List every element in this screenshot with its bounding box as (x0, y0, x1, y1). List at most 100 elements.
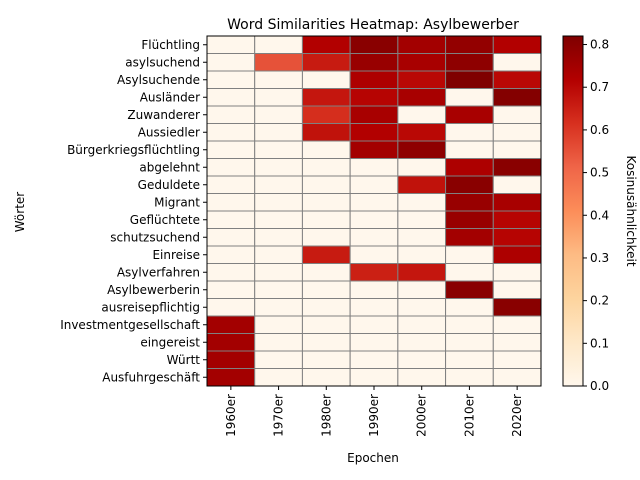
colorbar: 0.0 0.1 0.2 0.3 0.4 0.5 0.6 0.7 0.8 Kosinusähnli… (562, 35, 638, 393)
heatmap-cell (492, 140, 542, 159)
heatmap-cell (301, 193, 351, 212)
heatmap-cell (206, 158, 256, 177)
heatmap-cell (301, 210, 351, 229)
y-tick-label: Migrant (154, 195, 200, 209)
y-tick-label: Geflüchtete (130, 213, 200, 227)
heatmap-cell (254, 245, 303, 264)
heatmap-cell (254, 210, 303, 229)
heatmap-cell (254, 315, 303, 334)
heatmap-cell (445, 105, 494, 124)
heatmap-cell (492, 350, 542, 369)
colorbar-tick-label: 0.6 (590, 123, 609, 137)
heatmap-cell (301, 35, 351, 54)
heatmap-cell (397, 88, 447, 107)
heatmap-cell (397, 368, 447, 387)
heatmap-cell (492, 70, 542, 89)
heatmap-cell (445, 228, 494, 247)
heatmap-cell (397, 228, 447, 247)
heatmap-cell (445, 123, 494, 142)
heatmap-cell (397, 53, 447, 72)
heatmap-cell (254, 105, 303, 124)
heatmap-cells (206, 35, 542, 387)
heatmap-cell (206, 193, 256, 212)
heatmap-cell (349, 123, 399, 142)
y-tick-label: Ausländer (140, 90, 200, 104)
heatmap-cell (349, 193, 399, 212)
heatmap-cell (397, 123, 447, 142)
heatmap-cell (301, 123, 351, 142)
heatmap-cell (206, 175, 256, 194)
colorbar-title: Kosinusähnlichkeit (624, 155, 638, 266)
colorbar-gradient (562, 35, 584, 387)
heatmap-cell (349, 175, 399, 194)
heatmap-cell (206, 263, 256, 282)
heatmap-cell (492, 123, 542, 142)
heatmap-cell (254, 193, 303, 212)
heatmap-cell (254, 368, 303, 387)
heatmap-cell (301, 140, 351, 159)
heatmap-cell (254, 123, 303, 142)
y-tick-label: Einreise (152, 248, 200, 262)
heatmap-cell (445, 280, 494, 299)
heatmap-cell (349, 298, 399, 317)
heatmap-cell (492, 315, 542, 334)
heatmap-cell (206, 228, 256, 247)
heatmap-cell (397, 193, 447, 212)
y-tick-label: Zuwanderer (127, 108, 200, 122)
heatmap-cell (349, 280, 399, 299)
heatmap-cell (445, 210, 494, 229)
heatmap-cell (445, 368, 494, 387)
heatmap-cell (349, 228, 399, 247)
heatmap-cell (349, 158, 399, 177)
x-tick-label: 1970er (272, 394, 286, 437)
heatmap-cell (301, 245, 351, 264)
heatmap-cell (349, 245, 399, 264)
x-axis-title: Epochen (347, 451, 399, 465)
heatmap-cell (301, 298, 351, 317)
heatmap-cell (254, 263, 303, 282)
heatmap-cell (301, 228, 351, 247)
heatmap-cell (397, 298, 447, 317)
heatmap-cell (254, 140, 303, 159)
heatmap-cell (254, 88, 303, 107)
x-tick-label: 2020er (510, 394, 524, 437)
x-tick-label: 2000er (415, 394, 429, 437)
heatmap-cell (445, 70, 494, 89)
y-tick-label: abgelehnt (139, 160, 200, 174)
heatmap-cell (445, 245, 494, 264)
colorbar-tick-label: 0.4 (590, 208, 609, 222)
heatmap-cell (349, 35, 399, 54)
heatmap-cell (301, 88, 351, 107)
colorbar-tick-label: 0.8 (590, 38, 609, 52)
x-tick-label: 2010er (462, 394, 476, 437)
heatmap-cell (492, 158, 542, 177)
heatmap-cell (301, 70, 351, 89)
heatmap-cell (397, 175, 447, 194)
heatmap-cell (349, 350, 399, 369)
heatmap-cell (301, 158, 351, 177)
heatmap-cell (445, 350, 494, 369)
heatmap-cell (492, 263, 542, 282)
y-tick-label: Asylverfahren (117, 265, 200, 279)
heatmap-cell (397, 245, 447, 264)
heatmap-cell (206, 350, 256, 369)
heatmap-cell (492, 88, 542, 107)
x-tick-label: 1960er (224, 394, 238, 437)
heatmap-cell (254, 158, 303, 177)
heatmap-cell (492, 193, 542, 212)
heatmap-cell (492, 210, 542, 229)
heatmap-cell (206, 140, 256, 159)
y-tick-label: Bürgerkriegsflüchtling (67, 143, 200, 157)
heatmap-cell (349, 263, 399, 282)
heatmap-cell (445, 53, 494, 72)
heatmap-cell (445, 263, 494, 282)
heatmap-cell (445, 88, 494, 107)
heatmap-cell (349, 333, 399, 352)
heatmap-cell (301, 263, 351, 282)
heatmap-cell (397, 263, 447, 282)
heatmap-cell (301, 368, 351, 387)
y-tick-label: Asylsuchende (117, 73, 200, 87)
heatmap-cell (492, 280, 542, 299)
heatmap-cell (397, 333, 447, 352)
